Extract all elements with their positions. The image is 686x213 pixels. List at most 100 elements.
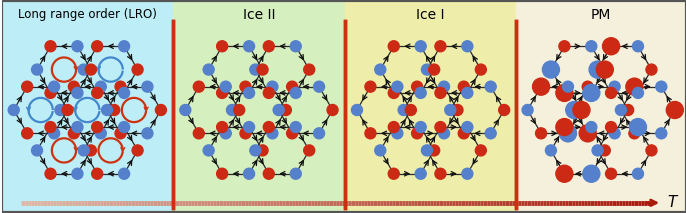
Circle shape [203,64,214,75]
Circle shape [69,81,80,92]
Text: Long range order (LRO): Long range order (LRO) [18,8,157,21]
Circle shape [499,105,510,115]
Circle shape [536,128,547,139]
Circle shape [257,64,268,75]
Circle shape [630,119,646,136]
Circle shape [8,105,19,115]
Circle shape [287,128,298,139]
Circle shape [119,168,130,179]
Circle shape [666,101,683,118]
Circle shape [78,64,89,75]
Circle shape [583,84,600,101]
Bar [517,0,686,213]
Circle shape [606,168,617,179]
Circle shape [95,81,106,92]
Circle shape [281,105,292,115]
Circle shape [646,64,657,75]
Circle shape [72,41,83,52]
Circle shape [375,64,386,75]
Circle shape [475,64,486,75]
Circle shape [415,168,426,179]
Circle shape [95,128,106,139]
Circle shape [435,168,446,179]
Circle shape [583,165,600,182]
Circle shape [78,145,89,156]
Circle shape [86,145,97,156]
Circle shape [458,128,469,139]
Text: PM: PM [591,8,611,22]
Circle shape [304,64,315,75]
Text: Ice I: Ice I [416,8,445,22]
Circle shape [217,87,228,98]
Circle shape [392,128,403,139]
Circle shape [556,165,573,182]
Circle shape [351,105,362,115]
Circle shape [142,128,153,139]
Circle shape [115,128,126,139]
Circle shape [462,122,473,132]
Circle shape [600,145,611,156]
Circle shape [415,122,426,132]
Bar [1,0,173,213]
Circle shape [217,168,228,179]
Circle shape [415,41,426,52]
Circle shape [22,81,33,92]
Circle shape [119,87,130,98]
Circle shape [263,122,274,132]
Circle shape [119,41,130,52]
Circle shape [250,64,261,75]
Circle shape [623,105,634,115]
Circle shape [240,128,251,139]
Circle shape [632,41,643,52]
Circle shape [412,81,423,92]
Circle shape [45,87,56,98]
Circle shape [240,81,251,92]
Circle shape [22,128,33,139]
Circle shape [656,81,667,92]
Circle shape [543,61,559,78]
Circle shape [475,145,486,156]
Circle shape [290,122,301,132]
Circle shape [429,64,440,75]
Circle shape [32,64,43,75]
Circle shape [132,145,143,156]
Circle shape [646,145,657,156]
Circle shape [560,125,576,142]
Circle shape [49,128,60,139]
Circle shape [629,128,640,139]
Circle shape [602,38,619,55]
Circle shape [398,105,409,115]
Circle shape [421,64,432,75]
Circle shape [132,64,143,75]
Circle shape [606,87,617,98]
Circle shape [304,145,315,156]
Circle shape [263,87,274,98]
Circle shape [392,81,403,92]
Circle shape [388,87,399,98]
Circle shape [193,81,204,92]
Circle shape [72,122,83,132]
Circle shape [86,64,97,75]
Circle shape [72,168,83,179]
Circle shape [92,41,103,52]
Circle shape [217,122,228,132]
Circle shape [429,145,440,156]
Circle shape [405,105,416,115]
Circle shape [142,81,153,92]
Circle shape [632,87,643,98]
Circle shape [109,105,120,115]
Bar [173,0,345,213]
Circle shape [445,105,456,115]
Text: Ice II: Ice II [243,8,275,22]
Circle shape [365,128,376,139]
Bar [345,0,517,213]
Circle shape [579,125,596,142]
Circle shape [62,105,73,115]
Circle shape [314,81,324,92]
Circle shape [244,41,255,52]
Circle shape [119,122,130,132]
Circle shape [556,119,573,136]
Circle shape [582,81,593,92]
Circle shape [102,105,113,115]
Text: T: T [667,195,676,210]
